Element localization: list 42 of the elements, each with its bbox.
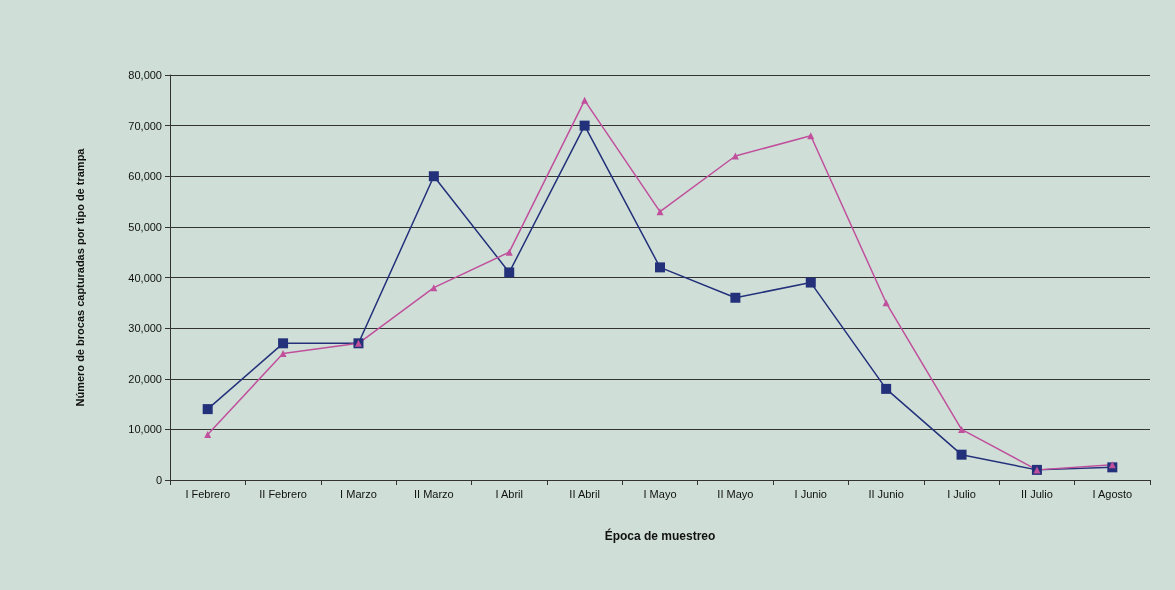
y-tick-label: 80,000 <box>128 69 162 81</box>
point <box>430 284 438 292</box>
x-tick-label: II Julio <box>1021 487 1053 500</box>
y-axis-title: Número de brocas capturadas por tipo de trampa <box>73 147 86 407</box>
x-tick-label: I Abril <box>495 487 523 500</box>
x-tick-label: II Febrero <box>259 487 307 500</box>
y-tick-label: 70,000 <box>128 119 162 132</box>
x-tick-label: II Mayo <box>717 487 754 500</box>
point <box>428 171 439 182</box>
y-tick-label: 60,000 <box>128 170 162 183</box>
x-tick-label: II Marzo <box>413 487 454 500</box>
x-tick-label: I Mayo <box>643 487 677 500</box>
point <box>581 96 589 104</box>
point <box>956 449 967 460</box>
y-tick-label: 50,000 <box>128 220 162 233</box>
point <box>656 208 664 216</box>
point <box>504 267 515 278</box>
x-tick-label: II Abril <box>569 487 600 500</box>
x-tick-label: II Junio <box>868 487 904 500</box>
y-tick-label: 40,000 <box>128 271 162 284</box>
point <box>204 430 212 438</box>
y-tick-label: 20,000 <box>128 372 162 385</box>
point <box>731 152 739 160</box>
point <box>881 383 892 394</box>
point <box>202 404 213 415</box>
x-tick-label: I Febrero <box>185 487 231 500</box>
point <box>805 277 816 288</box>
x-axis-title: Época de muestreo <box>604 528 716 543</box>
x-tick-label: I Julio <box>947 487 976 500</box>
point <box>655 262 665 273</box>
point <box>958 425 966 433</box>
y-tick-label: 10,000 <box>128 423 162 436</box>
point <box>278 338 289 349</box>
point <box>279 349 287 357</box>
point <box>579 120 590 131</box>
x-tick-label: I Junio <box>794 487 827 500</box>
point <box>730 292 741 303</box>
y-tick-label: 0 <box>155 474 162 486</box>
x-tick-label: I Agosto <box>1092 487 1133 500</box>
point <box>505 248 513 256</box>
x-tick-label: I Marzo <box>340 487 377 500</box>
y-tick-label: 30,000 <box>128 322 162 335</box>
